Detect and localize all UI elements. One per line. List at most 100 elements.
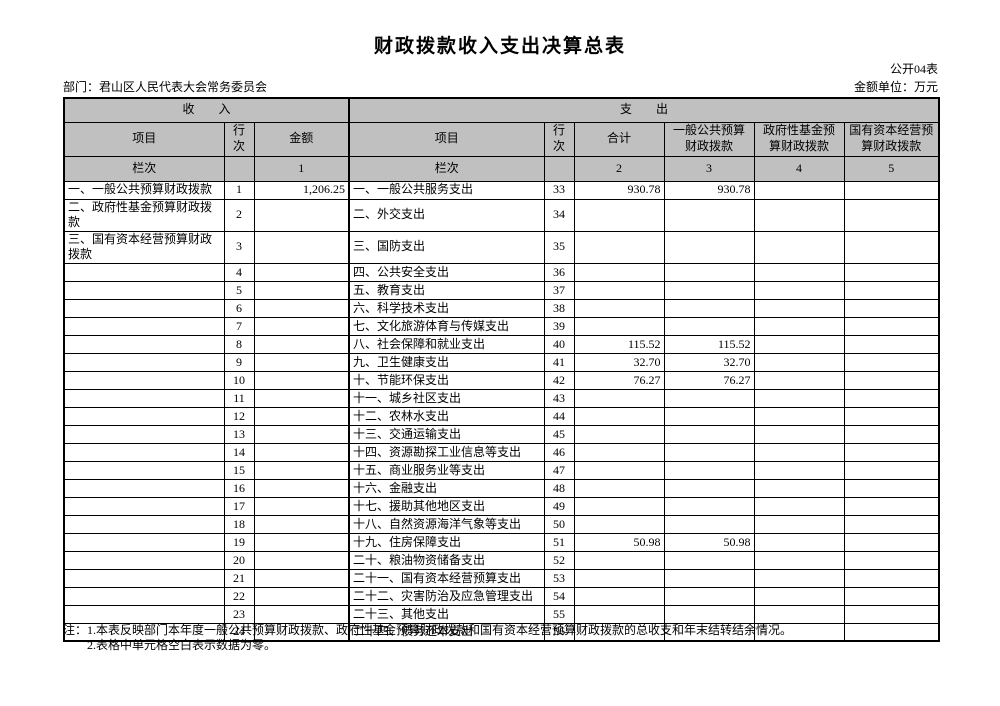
expense-total-header: 合计 — [573, 121, 665, 157]
expense-line-no-cell: 56 — [543, 622, 575, 642]
expense-total-cell — [573, 496, 665, 516]
expense-item-cell: 十八、自然资源海洋气象等支出 — [348, 514, 545, 534]
income-amount-cell — [253, 262, 350, 282]
expense-state-capital-cell — [843, 298, 940, 318]
income-item-cell — [63, 280, 225, 300]
page-title: 财政拨款收入支出决算总表 — [373, 36, 626, 57]
income-item-cell — [63, 352, 225, 372]
income-amount-cell — [253, 568, 350, 588]
expense-state-capital-cell — [843, 406, 940, 426]
table-row: 4 四、公共安全支出 36 — [63, 262, 940, 282]
expense-total-cell — [573, 550, 665, 570]
expense-line-no-cell: 38 — [543, 298, 575, 318]
expense-state-capital-cell — [843, 550, 940, 570]
expense-total-cell — [573, 230, 665, 264]
income-item-cell — [63, 406, 225, 426]
expense-gov-fund-cell — [753, 568, 845, 588]
table-row: 7 七、文化旅游体育与传媒支出 39 — [63, 316, 940, 336]
income-item-cell — [63, 334, 225, 354]
income-item-cell — [63, 586, 225, 606]
footnote-1: 注：1.本表反映部门本年度一般公共预算财政拨款、政府性基金预算财政拨款和国有资本… — [63, 623, 793, 637]
income-line-no-cell: 18 — [223, 514, 255, 534]
expense-line-no-cell: 40 — [543, 334, 575, 354]
expense-item-header: 项目 — [348, 121, 545, 157]
expense-line-no-cell: 52 — [543, 550, 575, 570]
expense-item-cell: 八、社会保障和就业支出 — [348, 334, 545, 354]
expense-state-capital-cell — [843, 280, 940, 300]
state-capital-column-header: 国有资本经营预算财政拨款 — [843, 121, 940, 157]
unit-label: 金额单位：万元 — [853, 80, 938, 94]
income-item-cell: 三、国有资本经营预算财政拨款 — [63, 230, 225, 264]
table-row: 24 二十四、债务还本支出 56 — [63, 622, 940, 642]
expense-general-budget-cell: 930.78 — [663, 180, 755, 200]
table-row: 5 五、教育支出 37 — [63, 280, 940, 300]
expense-line-no-cell: 34 — [543, 198, 575, 232]
expense-line-no-cell: 33 — [543, 180, 575, 200]
expense-state-capital-cell — [843, 370, 940, 390]
table-header: 收 入 支 出 项目 行次 金额 项目 行次 合计 一般公共预算财政拨款 政府性… — [63, 97, 940, 182]
income-line-no-cell: 16 — [223, 478, 255, 498]
expense-state-capital-cell — [843, 622, 940, 642]
expense-total-cell: 76.27 — [573, 370, 665, 390]
income-item-cell — [63, 298, 225, 318]
department-label: 部门：君山区人民代表大会常务委员会 — [63, 80, 268, 94]
expense-item-cell: 十六、金融支出 — [348, 478, 545, 498]
expense-general-budget-cell — [663, 586, 755, 606]
expense-general-budget-cell: 50.98 — [663, 532, 755, 552]
expense-gov-fund-cell — [753, 442, 845, 462]
income-item-cell — [63, 496, 225, 516]
expense-general-budget-cell — [663, 514, 755, 534]
expense-line-no-cell: 39 — [543, 316, 575, 336]
income-item-cell — [63, 460, 225, 480]
income-item-cell — [63, 442, 225, 462]
expense-gov-fund-cell — [753, 424, 845, 444]
expense-line-no-cell: 35 — [543, 230, 575, 264]
expense-general-budget-cell — [663, 496, 755, 516]
expense-state-capital-cell — [843, 568, 940, 588]
expense-total-cell — [573, 316, 665, 336]
table-row: 16 十六、金融支出 48 — [63, 478, 940, 498]
expense-gov-fund-cell — [753, 514, 845, 534]
expense-general-budget-cell: 76.27 — [663, 370, 755, 390]
expense-total-cell — [573, 460, 665, 480]
expense-state-capital-cell — [843, 424, 940, 444]
expense-state-capital-cell — [843, 334, 940, 354]
income-line-no-cell: 7 — [223, 316, 255, 336]
column-index-1: 1 — [253, 155, 350, 182]
income-item-cell — [63, 316, 225, 336]
income-item-cell: 二、政府性基金预算财政拨款 — [63, 198, 225, 232]
expense-general-budget-cell: 115.52 — [663, 334, 755, 354]
expense-state-capital-cell — [843, 460, 940, 480]
income-amount-cell — [253, 586, 350, 606]
table-row: 23 二十三、其他支出 55 — [63, 604, 940, 624]
income-line-no-cell: 2 — [223, 198, 255, 232]
income-item-cell — [63, 262, 225, 282]
income-amount-cell — [253, 604, 350, 624]
column-index-3: 3 — [663, 155, 755, 182]
table-row: 21 二十一、国有资本经营预算支出 53 — [63, 568, 940, 588]
expense-general-budget-cell — [663, 442, 755, 462]
table-row: 17 十七、援助其他地区支出 49 — [63, 496, 940, 516]
table-row: 11 十一、城乡社区支出 43 — [63, 388, 940, 408]
expense-item-cell: 十七、援助其他地区支出 — [348, 496, 545, 516]
expense-item-cell: 三、国防支出 — [348, 230, 545, 264]
expense-general-budget-cell — [663, 262, 755, 282]
income-amount-cell — [253, 352, 350, 372]
table-row: 9 九、卫生健康支出 41 32.70 32.70 — [63, 352, 940, 372]
expense-gov-fund-cell — [753, 586, 845, 606]
expense-item-cell: 七、文化旅游体育与传媒支出 — [348, 316, 545, 336]
expense-state-capital-cell — [843, 316, 940, 336]
expense-line-no-cell: 55 — [543, 604, 575, 624]
table-row: 15 十五、商业服务业等支出 47 — [63, 460, 940, 480]
income-item-cell — [63, 604, 225, 624]
table-row: 12 十二、农林水支出 44 — [63, 406, 940, 426]
expense-general-budget-cell — [663, 604, 755, 624]
expense-gov-fund-cell — [753, 298, 845, 318]
income-line-no-cell: 13 — [223, 424, 255, 444]
income-line-no-cell: 5 — [223, 280, 255, 300]
income-line-no-cell: 17 — [223, 496, 255, 516]
expense-state-capital-cell — [843, 352, 940, 372]
income-amount-cell — [253, 334, 350, 354]
table-row: 19 十九、住房保障支出 51 50.98 50.98 — [63, 532, 940, 552]
expense-item-cell: 九、卫生健康支出 — [348, 352, 545, 372]
